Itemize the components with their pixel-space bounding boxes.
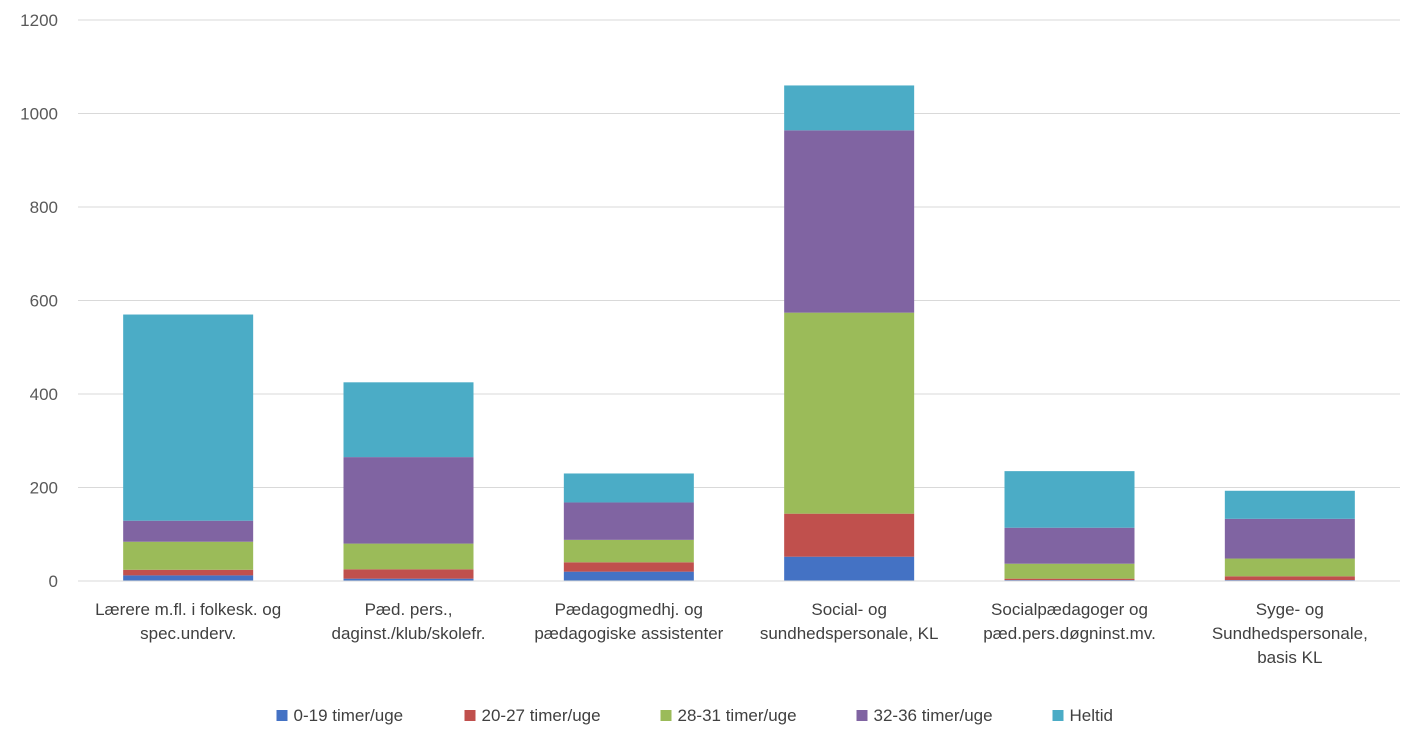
category-label-line: spec.underv. xyxy=(140,624,236,643)
category-label-line: pædagogiske assistenter xyxy=(534,624,723,643)
category-label: Social- og sundhedspersonale, KL xyxy=(760,600,939,643)
legend-label: 32-36 timer/uge xyxy=(874,706,993,725)
y-tick-label: 600 xyxy=(30,292,58,311)
y-tick-label: 1200 xyxy=(20,11,58,30)
category-label-line: Socialpædagoger og xyxy=(991,600,1148,619)
bar-segment xyxy=(1224,518,1355,559)
y-tick-label: 400 xyxy=(30,385,58,404)
legend-swatch xyxy=(464,710,476,721)
category-label-line: Pæd. pers., xyxy=(365,600,453,619)
bar-segment xyxy=(1004,563,1135,579)
legend: 0-19 timer/uge 20-27 timer/uge 28-31 timer… xyxy=(276,706,1113,725)
category-labels: Lærere m.fl. i folkesk. og spec.underv. Pæ… xyxy=(95,600,1368,667)
bar-segment xyxy=(1224,558,1355,577)
category-label: Lærere m.fl. i folkesk. og spec.underv. xyxy=(95,600,281,643)
category-label-line: Sundhedspersonale, xyxy=(1212,624,1368,643)
category-label-line: Social- og xyxy=(811,600,887,619)
bar-segment xyxy=(123,541,254,570)
bar-segment xyxy=(343,457,474,544)
category-label-line: Pædagogmedhj. og xyxy=(555,600,703,619)
bars xyxy=(123,85,1355,581)
legend-label: 0-19 timer/uge xyxy=(294,706,404,725)
gridlines xyxy=(78,19,1400,488)
legend-swatch xyxy=(856,710,868,721)
category-label: Pæd. pers., daginst./klub/skolefr. xyxy=(331,600,485,643)
bar-segment xyxy=(343,382,474,458)
bar-segment xyxy=(1004,471,1135,528)
category-label-line: sundhedspersonale, KL xyxy=(760,624,939,643)
y-axis-tick-labels: 0 200 400 600 800 1000 1200 xyxy=(20,11,58,591)
bar-segment xyxy=(563,502,694,540)
category-label-line: Syge- og xyxy=(1256,600,1324,619)
bar-segment xyxy=(784,85,915,131)
bar-segment xyxy=(123,569,254,576)
y-tick-label: 1000 xyxy=(20,105,58,124)
bar-segment xyxy=(343,543,474,570)
bar-segment xyxy=(784,130,915,313)
bar-segment xyxy=(563,539,694,563)
bar-segment xyxy=(343,578,474,581)
bar-segment xyxy=(563,571,694,581)
legend-label: 28-31 timer/uge xyxy=(678,706,797,725)
category-label-line: pæd.pers.døgninst.mv. xyxy=(983,624,1156,643)
legend-label: 20-27 timer/uge xyxy=(482,706,601,725)
bar-segment xyxy=(563,473,694,503)
category-label: Pædagogmedhj. og pædagogiske assistenter xyxy=(534,600,723,643)
bar-segment xyxy=(784,513,915,557)
legend-label: Heltid xyxy=(1070,706,1113,725)
bar-segment xyxy=(784,556,915,581)
category-label-line: Lærere m.fl. i folkesk. og xyxy=(95,600,281,619)
legend-item: Heltid xyxy=(1052,706,1113,725)
legend-item: 32-36 timer/uge xyxy=(856,706,993,725)
bar-segment xyxy=(1224,490,1355,519)
y-tick-label: 800 xyxy=(30,198,58,217)
legend-swatch xyxy=(276,710,288,721)
bar-segment xyxy=(343,569,474,579)
category-label-line: daginst./klub/skolefr. xyxy=(331,624,485,643)
legend-swatch xyxy=(1052,710,1064,721)
category-label: Socialpædagoger og pæd.pers.døgninst.mv. xyxy=(983,600,1156,643)
legend-item: 28-31 timer/uge xyxy=(660,706,797,725)
bar-segment xyxy=(563,562,694,572)
bar-segment xyxy=(784,312,915,514)
bar-segment xyxy=(1004,578,1135,581)
y-tick-label: 200 xyxy=(30,479,58,498)
bar-segment xyxy=(123,520,254,542)
legend-item: 0-19 timer/uge xyxy=(276,706,404,725)
bar-segment xyxy=(123,314,254,521)
legend-swatch xyxy=(660,710,672,721)
legend-item: 20-27 timer/uge xyxy=(464,706,601,725)
category-label-line: basis KL xyxy=(1257,648,1322,667)
bar-segment xyxy=(1004,527,1135,564)
y-tick-label: 0 xyxy=(49,572,58,591)
bar-segment xyxy=(123,575,254,581)
bar-segment xyxy=(1224,576,1355,581)
category-label: Syge- og Sundhedspersonale, basis KL xyxy=(1212,600,1368,667)
